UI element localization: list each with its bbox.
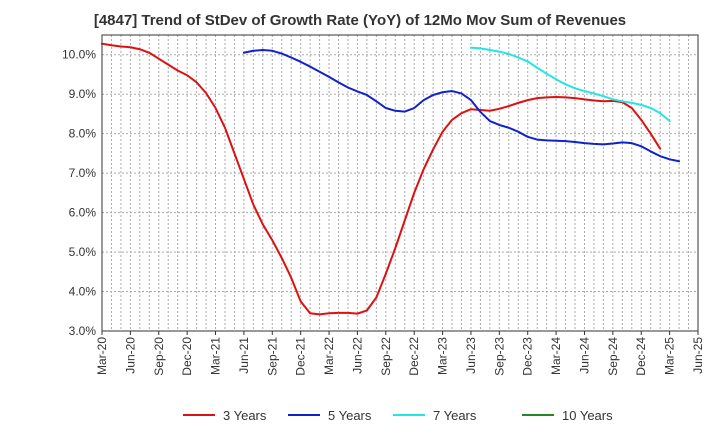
y-tick-label: 6.0% [69, 206, 97, 220]
x-tick-label: Mar-20 [95, 337, 109, 375]
legend-label-7-years: 7 Years [433, 408, 477, 423]
x-tick-label: Mar-23 [436, 337, 450, 375]
x-tick-label: Jun-21 [237, 337, 251, 374]
x-tick-label: Dec-23 [521, 337, 535, 376]
x-tick-label: Sep-20 [152, 337, 166, 376]
x-tick-label: Dec-21 [294, 337, 308, 376]
y-tick-label: 4.0% [69, 285, 97, 299]
axis-layer: 3.0% 4.0% 5.0% 6.0% 7.0% 8.0% 9.0% 10.0% Mar-20 J… [62, 48, 705, 376]
x-tick-label: Jun-20 [123, 337, 137, 374]
x-tick-label: Jun-23 [464, 337, 478, 374]
y-tick-label: 3.0% [69, 324, 97, 338]
legend-label-10-years: 10 Years [562, 408, 613, 423]
chart-title: [4847] Trend of StDev of Growth Rate (Yo… [93, 12, 627, 29]
x-tick-label: Mar-22 [322, 337, 336, 375]
series-line-5-years [242, 49, 681, 163]
x-tick-label: Dec-22 [407, 337, 421, 376]
x-tick-label: Jun-22 [350, 337, 364, 374]
plot-background [102, 35, 698, 331]
x-tick-label: Sep-23 [492, 337, 506, 376]
x-tick-label: Jun-25 [691, 337, 705, 374]
x-tick-label: Mar-21 [209, 337, 223, 375]
series-layer [101, 42, 681, 316]
series-line-3-years [101, 42, 662, 316]
y-tick-label: 8.0% [69, 127, 97, 141]
plot-border [101, 34, 699, 332]
y-tick-label: 7.0% [69, 166, 97, 180]
y-tick-label: 9.0% [69, 87, 97, 101]
legend: 3 Years 5 Years 7 Years 10 Years [183, 408, 613, 423]
x-tick-label: Dec-24 [634, 337, 648, 376]
x-tick-label: Mar-25 [663, 337, 677, 375]
x-tick-label: Dec-20 [180, 337, 194, 376]
y-tick-label: 5.0% [69, 245, 97, 259]
y-tick-label: 10.0% [62, 48, 96, 62]
legend-label-5-years: 5 Years [328, 408, 372, 423]
x-tick-label: Jun-24 [577, 337, 591, 374]
x-tick-label: Mar-24 [549, 337, 563, 375]
x-tick-label: Sep-21 [265, 337, 279, 376]
x-tick-label: Sep-22 [379, 337, 393, 376]
x-tick-label: Sep-24 [606, 337, 620, 376]
series-line-7-years [469, 46, 671, 123]
legend-label-3-years: 3 Years [223, 408, 267, 423]
